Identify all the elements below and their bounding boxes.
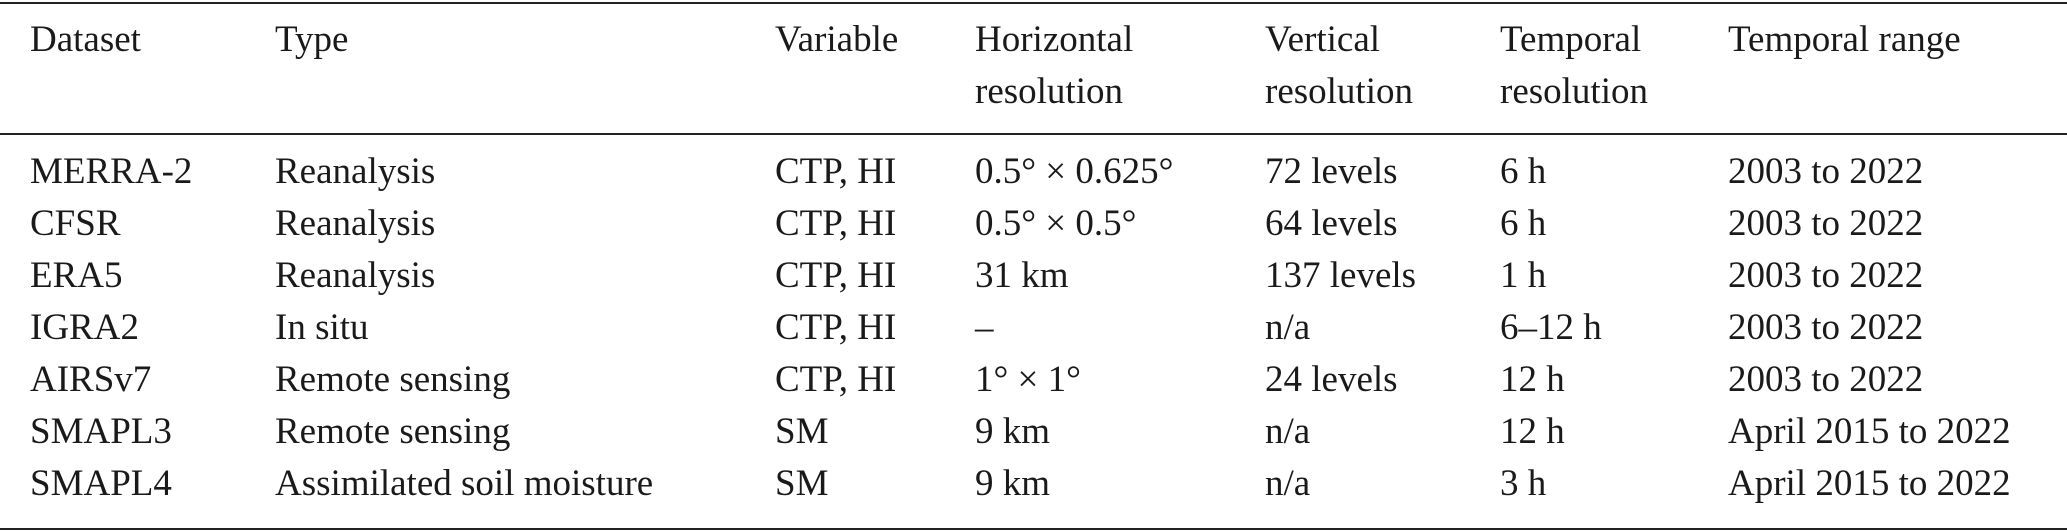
cell-variable: CTP, HI — [775, 203, 897, 244]
cell-type: Remote sensing — [275, 411, 511, 452]
cell-dataset: CFSR — [30, 203, 121, 244]
cell-temporal-range: 2003 to 2022 — [1728, 359, 1924, 400]
table-body: MERRA-2 Reanalysis CTP, HI 0.5° × 0.625° 72 … — [0, 126, 2067, 510]
cell-temporal-resolution: 1 h — [1500, 255, 1547, 296]
cell-variable: CTP, HI — [775, 255, 897, 296]
cell-vertical-resolution: n/a — [1265, 307, 1311, 348]
cell-dataset: IGRA2 — [30, 307, 139, 348]
table-row: SMAPL3 Remote sensing SM 9 km n/a 12 h April 2… — [0, 406, 2067, 458]
header-rule — [0, 133, 2067, 135]
cell-vertical-resolution: n/a — [1265, 463, 1311, 504]
column-header-dataset: Dataset — [30, 19, 141, 60]
cell-temporal-range: 2003 to 2022 — [1728, 307, 1924, 348]
cell-temporal-resolution: 6 h — [1500, 203, 1547, 244]
cell-temporal-range: 2003 to 2022 — [1728, 203, 1924, 244]
cell-dataset: ERA5 — [30, 255, 123, 296]
cell-dataset: AIRSv7 — [30, 359, 152, 400]
cell-vertical-resolution: 72 levels — [1265, 151, 1398, 192]
cell-temporal-resolution: 6–12 h — [1500, 307, 1602, 348]
cell-temporal-resolution: 12 h — [1500, 411, 1565, 452]
cell-temporal-range: 2003 to 2022 — [1728, 255, 1924, 296]
table-row: MERRA-2 Reanalysis CTP, HI 0.5° × 0.625° 72 … — [0, 126, 2067, 198]
header-row: Dataset Type Variable Horizontal resolut… — [0, 0, 2067, 126]
cell-horizontal-resolution: 9 km — [975, 411, 1051, 452]
cell-horizontal-resolution: 0.5° × 0.5° — [975, 203, 1137, 244]
table-row: AIRSv7 Remote sensing CTP, HI 1° × 1° 24 lev… — [0, 354, 2067, 406]
table-row: IGRA2 In situ CTP, HI – n/a 6–12 h 2003 to 202… — [0, 302, 2067, 354]
cell-temporal-resolution: 12 h — [1500, 359, 1565, 400]
cell-type: Reanalysis — [275, 151, 436, 192]
bottom-rule — [0, 528, 2067, 530]
column-header-vertical-resolution: Vertical resolution — [1265, 19, 1413, 112]
cell-horizontal-resolution: 9 km — [975, 463, 1051, 504]
table-row: CFSR Reanalysis CTP, HI 0.5° × 0.5° 64 level… — [0, 198, 2067, 250]
column-header-temporal-range: Temporal range — [1728, 19, 1961, 60]
cell-horizontal-resolution: 1° × 1° — [975, 359, 1081, 400]
cell-vertical-resolution: 24 levels — [1265, 359, 1398, 400]
cell-variable: CTP, HI — [775, 307, 897, 348]
cell-horizontal-resolution: 0.5° × 0.625° — [975, 151, 1174, 192]
column-header-horizontal-resolution: Horizontal resolution — [975, 19, 1134, 112]
cell-vertical-resolution: 64 levels — [1265, 203, 1398, 244]
cell-horizontal-resolution: 31 km — [975, 255, 1069, 296]
cell-variable: CTP, HI — [775, 359, 897, 400]
top-rule — [0, 2, 2067, 4]
cell-dataset: SMAPL4 — [30, 463, 172, 504]
dataset-table: Dataset Type Variable Horizontal resolut… — [0, 0, 2067, 510]
column-header-variable: Variable — [775, 19, 899, 60]
cell-dataset: SMAPL3 — [30, 411, 172, 452]
cell-type: Assimilated soil moisture — [275, 463, 654, 504]
cell-horizontal-resolution: – — [975, 307, 994, 348]
cell-type: Remote sensing — [275, 359, 511, 400]
cell-type: Reanalysis — [275, 203, 436, 244]
cell-variable: SM — [775, 411, 829, 452]
cell-temporal-range: 2003 to 2022 — [1728, 151, 1924, 192]
cell-variable: SM — [775, 463, 829, 504]
cell-temporal-range: April 2015 to 2022 — [1728, 463, 2011, 504]
table-row: SMAPL4 Assimilated soil moisture SM 9 km n/a… — [0, 458, 2067, 510]
cell-type: In situ — [275, 307, 369, 348]
table-row: ERA5 Reanalysis CTP, HI 31 km 137 levels 1 h 2… — [0, 250, 2067, 302]
cell-dataset: MERRA-2 — [30, 151, 193, 192]
cell-vertical-resolution: 137 levels — [1265, 255, 1417, 296]
cell-type: Reanalysis — [275, 255, 436, 296]
cell-variable: CTP, HI — [775, 151, 897, 192]
cell-temporal-range: April 2015 to 2022 — [1728, 411, 2011, 452]
cell-temporal-resolution: 6 h — [1500, 151, 1547, 192]
cell-temporal-resolution: 3 h — [1500, 463, 1547, 504]
column-header-type: Type — [275, 19, 349, 60]
cell-vertical-resolution: n/a — [1265, 411, 1311, 452]
column-header-temporal-resolution: Temporal resolution — [1500, 19, 1648, 112]
